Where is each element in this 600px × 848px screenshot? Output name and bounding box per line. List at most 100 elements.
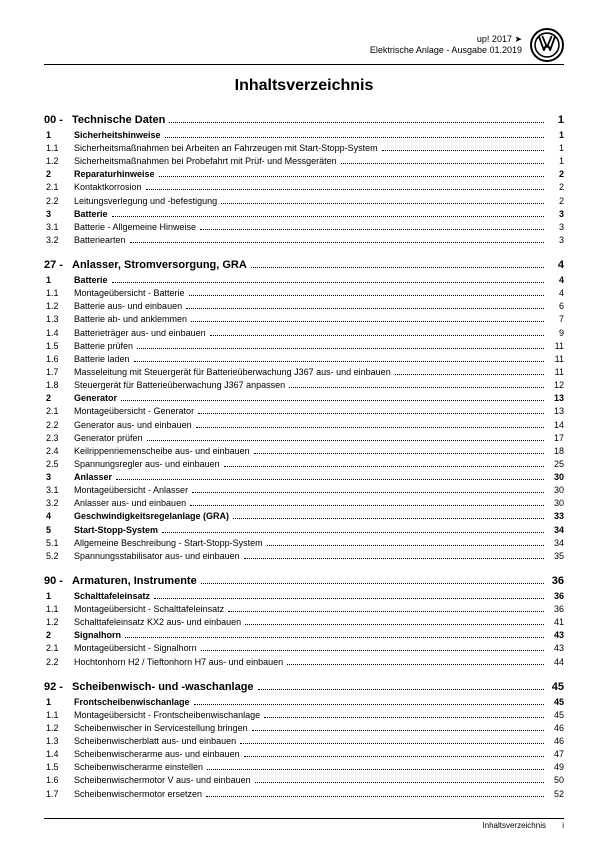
toc-leader-dots [382,150,544,151]
toc-entry-label: Steuergerät für Batterieüberwachung J367… [68,379,285,391]
toc-entry: 1.1Montageübersicht - Schalttafeleinsatz… [44,603,564,615]
toc-entry: 2Reparaturhinweise2 [44,168,564,180]
toc-entry-label: Montageübersicht - Anlasser [68,484,188,496]
toc-entry-number: 1.5 [44,761,68,773]
toc-entry-page: 3 [548,221,564,233]
header-rule [44,64,564,65]
toc-entry-label: Geschwindigkeitsregelanlage (GRA) [68,510,229,522]
toc-leader-dots [154,598,544,599]
toc-leader-dots [254,453,544,454]
toc-entry-number: 1.2 [44,300,68,312]
toc-entry: 27 -Anlasser, Stromversorgung, GRA4 [44,258,564,273]
toc-entry: 3.1Batterie - Allgemeine Hinweise3 [44,221,564,233]
footer-label: Inhaltsverzeichnis [482,821,546,830]
toc-leader-dots [251,267,544,268]
toc-entry-number: 00 - [44,113,66,128]
toc-entry: 1Schalttafeleinsatz36 [44,590,564,602]
toc-leader-dots [116,479,544,480]
toc-entry-page: 11 [548,340,564,352]
toc-entry-page: 12 [548,379,564,391]
toc-entry-number: 2.1 [44,405,68,417]
toc-entry-page: 52 [548,788,564,800]
toc-entry: 1.2Sicherheitsmaßnahmen bei Probefahrt m… [44,155,564,167]
toc-entry-page: 34 [548,537,564,549]
toc-entry-page: 13 [548,392,564,404]
toc-entry-label: Generator prüfen [68,432,143,444]
toc-entry: 2.1Kontaktkorrosion2 [44,181,564,193]
toc-entry: 1.3Batterie ab- und anklemmen7 [44,313,564,325]
toc-entry-page: 50 [548,774,564,786]
toc-entry-label: Anlasser, Stromversorgung, GRA [66,258,247,273]
toc-leader-dots [287,664,544,665]
toc-entry-label: Scheibenwischerarme einstellen [68,761,203,773]
toc-entry: 1.7Masseleitung mit Steuergerät für Batt… [44,366,564,378]
toc-entry-label: Batterie [68,208,108,220]
toc-leader-dots [264,717,544,718]
toc-entry: 1.5Batterie prüfen11 [44,340,564,352]
toc-leader-dots [194,704,544,705]
toc-entry-number: 1.4 [44,748,68,760]
toc-leader-dots [252,730,544,731]
toc-entry-number: 1.7 [44,366,68,378]
toc-entry-label: Start-Stopp-System [68,524,158,536]
toc-entry-label: Batterie - Allgemeine Hinweise [68,221,196,233]
toc-leader-dots [289,387,544,388]
toc-entry-label: Scheibenwischermotor ersetzen [68,788,202,800]
toc-leader-dots [146,189,544,190]
toc-entry-number: 1.6 [44,774,68,786]
toc-leader-dots [125,637,544,638]
toc-entry-page: 3 [548,208,564,220]
toc-entry-number: 2.4 [44,445,68,457]
toc-entry-number: 1.2 [44,155,68,167]
toc-entry-number: 1 [44,274,68,286]
toc-entry: 1.3Scheibenwischerblatt aus- und einbaue… [44,735,564,747]
toc-entry-label: Schalttafeleinsatz KX2 aus- und einbauen [68,616,241,628]
header-text: up! 2017 ➤ Elektrische Anlage - Ausgabe … [370,34,522,56]
toc-entry-page: 41 [548,616,564,628]
toc-entry-page: 1 [548,113,564,128]
toc-leader-dots [207,769,544,770]
toc-entry-label: Batterie laden [68,353,130,365]
toc-entry-label: Scheibenwischer in Servicestellung bring… [68,722,248,734]
toc-entry-number: 1.6 [44,353,68,365]
toc-entry: 2.2Leitungsverlegung und -befestigung2 [44,195,564,207]
toc-entry-label: Batteriearten [68,234,126,246]
toc-leader-dots [198,413,544,414]
toc-leader-dots [210,335,544,336]
toc-entry-label: Spannungsregler aus- und einbauen [68,458,220,470]
toc-entry: 1.7Scheibenwischermotor ersetzen 52 [44,788,564,800]
toc-entry-number: 1.7 [44,788,68,800]
toc-leader-dots [186,308,544,309]
toc-entry-page: 11 [548,366,564,378]
header-line2: Elektrische Anlage - Ausgabe 01.2019 [370,45,522,56]
toc-leader-dots [244,756,544,757]
toc-entry-label: Frontscheibenwischanlage [68,696,190,708]
toc-leader-dots [192,492,544,493]
toc-entry-page: 6 [548,300,564,312]
toc-entry: 3.1Montageübersicht - Anlasser30 [44,484,564,496]
toc-entry-number: 5.1 [44,537,68,549]
table-of-contents: 00 -Technische Daten11Sicherheitshinweis… [44,113,564,800]
toc-entry-number: 3.2 [44,497,68,509]
toc-entry-label: Reparaturhinweise [68,168,155,180]
toc-entry-page: 30 [548,497,564,509]
toc-entry-number: 1.3 [44,313,68,325]
toc-entry-number: 2.1 [44,642,68,654]
toc-entry-label: Batterie [68,274,108,286]
toc-leader-dots [200,229,544,230]
toc-entry: 5.2Spannungsstabilisator aus- und einbau… [44,550,564,562]
toc-leader-dots [245,624,544,625]
toc-entry-number: 1.3 [44,735,68,747]
toc-leader-dots [240,743,544,744]
toc-entry-page: 30 [548,471,564,483]
toc-entry: 1.4Batterieträger aus- und einbauen9 [44,327,564,339]
toc-entry: 1.6Scheibenwischermotor V aus- und einba… [44,774,564,786]
toc-leader-dots [191,321,544,322]
toc-entry-page: 1 [548,155,564,167]
toc-entry-label: Scheibenwischerarme aus- und einbauen [68,748,240,760]
toc-leader-dots [134,361,544,362]
toc-leader-dots [190,505,544,506]
toc-entry-label: Armaturen, Instrumente [66,574,197,589]
toc-entry-page: 47 [548,748,564,760]
page-header: up! 2017 ➤ Elektrische Anlage - Ausgabe … [44,28,564,62]
